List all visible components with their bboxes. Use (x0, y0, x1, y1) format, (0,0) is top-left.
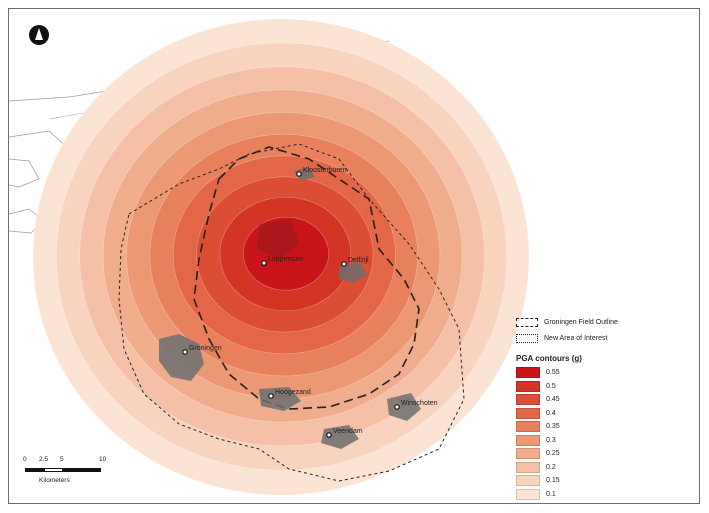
city-marker-groningen (182, 349, 188, 355)
scale-tick-10: 10 (99, 456, 107, 463)
scale-unit: Kilometers (39, 477, 70, 484)
field-outline-swatch (516, 318, 538, 327)
map-frame: Kloosterburen Loppersum Delfzijl Groning… (8, 8, 700, 504)
legend-class-label: 0.15 (546, 477, 560, 484)
city-label-kloosterburen: Kloosterburen (303, 167, 347, 174)
legend-class-label: 0.2 (546, 463, 556, 471)
legend-class-row: 0.25 (516, 448, 560, 459)
legend-class-label: 0.4 (546, 409, 556, 417)
new-area-of-interest[interactable] (118, 143, 465, 482)
legend-label-field-outline: Groningen Field Outline (544, 319, 618, 326)
scale-tick-0: 0 (23, 456, 27, 463)
city-label-winschoten: Winschoten (401, 400, 438, 407)
pga-contour-map[interactable]: Kloosterburen Loppersum Delfzijl Groning… (9, 9, 699, 503)
scale-seg-2 (44, 468, 63, 472)
legend-class-label: 0.1 (546, 490, 556, 498)
legend-swatch (516, 394, 540, 405)
legend-class-label: 0.3 (546, 436, 556, 444)
city-labels: Kloosterburen Loppersum Delfzijl Groning… (189, 167, 438, 435)
legend-item-new-area: New Area of Interest (516, 333, 607, 344)
legend-class-row: 0.15 (516, 475, 560, 486)
city-label-delfzijl: Delfzijl (348, 257, 369, 264)
legend-class-label: 0.45 (546, 396, 560, 403)
legend-class-row: 0.45 (516, 394, 560, 405)
legend-swatch (516, 407, 540, 419)
city-marker-delfzijl (341, 261, 347, 267)
legend-class-row: 0.3 (516, 434, 556, 446)
legend-class-row: 0.55 (516, 367, 560, 378)
legend-title: PGA contours (g) (516, 354, 582, 363)
city-label-groningen: Groningen (189, 345, 222, 352)
city-marker-veendam (326, 432, 332, 438)
legend-swatch (516, 434, 540, 446)
city-marker-winschoten (394, 404, 400, 410)
city-label-loppersum: Loppersum (268, 256, 303, 263)
north-arrow-icon (29, 25, 49, 45)
scale-seg-3 (63, 468, 101, 472)
field-outline[interactable] (193, 146, 420, 410)
scale-tick-2-5: 2.5 (39, 456, 49, 463)
city-label-hoogezand: Hoogezand (275, 389, 311, 396)
city-marker-hoogezand (268, 393, 274, 399)
scale-tick-5: 5 (60, 456, 64, 463)
city-marker-kloosterburen (296, 171, 302, 177)
legend-swatch (516, 448, 540, 459)
legend-class-row: 0.2 (516, 461, 556, 473)
legend-class-label: 0.35 (546, 423, 560, 430)
legend-swatch (516, 488, 540, 500)
pga-contour-band (243, 216, 329, 291)
scale-seg-1 (25, 468, 44, 472)
legend-class-label: 0.25 (546, 450, 560, 457)
legend-class-row: 0.5 (516, 380, 556, 392)
new-area-swatch (516, 334, 538, 343)
city-label-veendam: Veendam (333, 428, 363, 435)
legend-swatch (516, 421, 540, 432)
legend-swatch (516, 367, 540, 378)
legend-class-row: 0.35 (516, 421, 560, 432)
legend-class-row: 0.1 (516, 488, 556, 500)
legend-class-row: 0.4 (516, 407, 556, 419)
legend-label-new-area: New Area of Interest (544, 335, 608, 342)
urban-areas (159, 167, 421, 449)
legend: Groningen Field Outline New Area of Inte… (516, 315, 666, 503)
legend-item-field-outline: Groningen Field Outline (516, 317, 618, 328)
legend-swatch (516, 475, 540, 486)
city-marker-loppersum (261, 260, 267, 266)
city-markers (182, 171, 400, 438)
legend-class-label: 0.55 (546, 369, 560, 376)
legend-swatch (516, 461, 540, 473)
legend-swatch (516, 380, 540, 392)
scale-bar: 0 2.5 5 10 Kilometers (23, 456, 113, 492)
legend-class-label: 0.5 (546, 382, 556, 390)
